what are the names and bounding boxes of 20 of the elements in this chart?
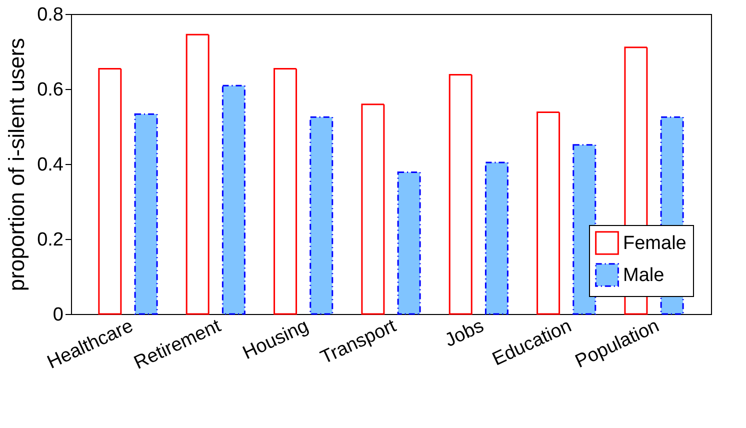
bar	[98, 68, 122, 315]
y-tick-label: 0.2	[37, 230, 64, 250]
bar	[274, 68, 298, 315]
bar	[186, 34, 210, 315]
bar	[484, 162, 508, 315]
y-tick-label: 0.4	[37, 154, 64, 176]
y-axis-title: proportion of i-silent users	[4, 38, 30, 292]
bar	[222, 84, 246, 315]
y-tick-label: 0.8	[37, 4, 64, 26]
bar	[134, 113, 158, 315]
bar	[448, 74, 472, 315]
bar	[536, 112, 560, 315]
legend-label: Female	[623, 233, 686, 254]
legend-label: Male	[623, 265, 664, 286]
bar	[310, 116, 334, 315]
bar	[361, 104, 385, 315]
x-tick-label: Jobs	[442, 316, 488, 352]
y-tick-label: 0	[52, 304, 64, 326]
bar	[397, 172, 421, 315]
y-tick-label: 0.6	[37, 80, 64, 100]
